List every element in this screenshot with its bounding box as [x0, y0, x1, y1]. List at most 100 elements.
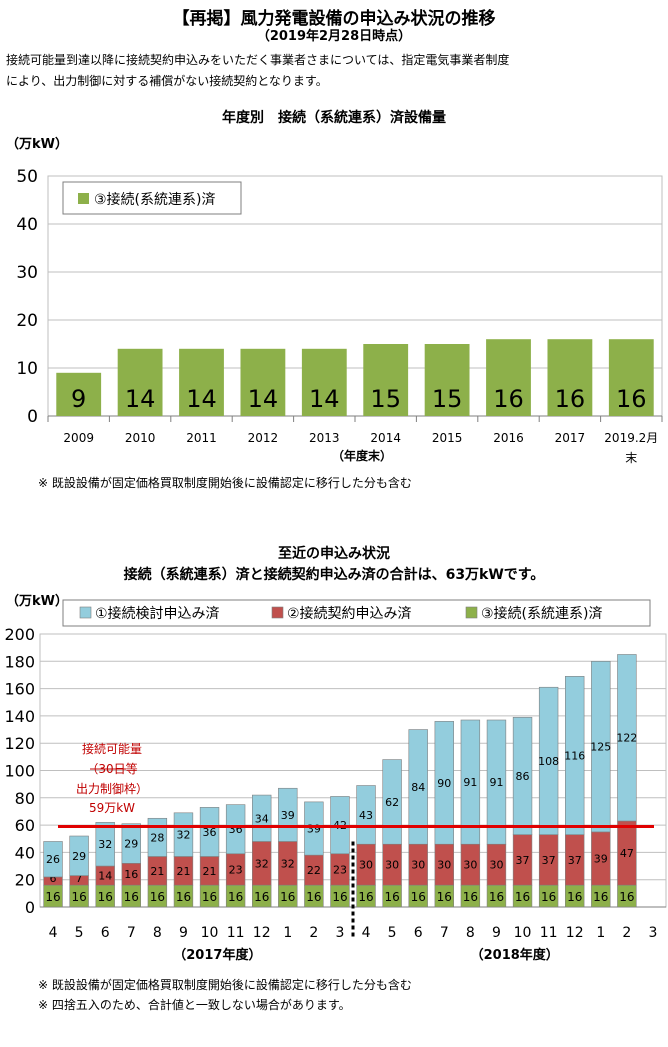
chart1-bar — [547, 339, 593, 416]
chart2-label-study: 108 — [538, 755, 559, 768]
chart2-x-tick-label: 11 — [227, 925, 245, 941]
chart2-x-tick-label: 10 — [514, 925, 532, 941]
chart1-bar — [486, 339, 531, 416]
chart2-label-contract: 21 — [150, 865, 164, 878]
chart2-y-tick-label: 120 — [4, 734, 35, 753]
chart2-label-connected: 16 — [541, 890, 556, 904]
chart1-bar — [56, 372, 102, 416]
chart2-x-tick-label: 8 — [466, 925, 475, 941]
chart1-data-label: 16 — [493, 385, 524, 413]
chart2-label-connected: 16 — [150, 890, 165, 904]
chart2-capacity-label: 接続可能量 — [82, 741, 142, 756]
chart2-label-study: 86 — [516, 770, 530, 783]
chart1-y-tick-label: 30 — [16, 263, 38, 283]
chart2-bar-study — [95, 822, 115, 867]
chart2-label-contract: 39 — [594, 853, 608, 866]
chart1-x-tick-label: 2012 — [248, 431, 279, 445]
chart2-subtitle: 接続（系統連系）済と接続契約申込み済の合計は、63万kWです。 — [123, 567, 545, 583]
chart2-label-connected: 16 — [384, 890, 399, 904]
chart2-bar-study — [434, 721, 454, 845]
chart2-label-contract: 30 — [411, 859, 425, 872]
chart2-x-tick-label: 2 — [622, 925, 631, 941]
chart2-label-connected: 16 — [437, 890, 452, 904]
chart2-label-study: 122 — [616, 732, 637, 745]
chart2-label-connected: 16 — [593, 890, 608, 904]
chart2-legend-label: ①接続検討申込み済 — [95, 605, 220, 622]
chart2-y-tick-label: 60 — [15, 816, 35, 835]
chart2-label-study: 29 — [124, 838, 138, 851]
chart2-label-study: 29 — [72, 850, 86, 863]
chart1-data-label: 16 — [555, 385, 586, 413]
chart2-x-tick-label: 2 — [309, 925, 318, 941]
chart1-data-label: 15 — [432, 385, 463, 413]
chart2-label-study: 34 — [255, 812, 269, 825]
chart1-bar — [179, 348, 224, 416]
chart2-label-contract: 37 — [542, 854, 556, 867]
chart2-y-tick-label: 80 — [15, 789, 35, 808]
chart2-bar-study — [356, 785, 376, 845]
chart1-x-tick-label-line2: 末 — [625, 451, 637, 465]
chart1-data-label: 16 — [616, 385, 647, 413]
chart2-label-study: 125 — [590, 741, 611, 754]
chart2-label-contract: 7 — [76, 872, 83, 885]
chart1-y-tick-label: 10 — [16, 359, 38, 379]
chart1-x-tick-label: 2010 — [125, 431, 156, 445]
chart2-label-connected: 16 — [306, 890, 321, 904]
chart1-bar — [240, 348, 286, 416]
chart2-x-tick-label: 3 — [648, 925, 657, 941]
chart1-x-tick-label: 2013 — [309, 431, 340, 445]
chart2-label-study: 26 — [46, 853, 60, 866]
chart1-y-tick-label: 0 — [27, 407, 38, 427]
chart2-label-contract: 6 — [50, 872, 57, 885]
chart2-label-contract: 22 — [307, 864, 321, 877]
chart2-label-connected: 16 — [228, 890, 243, 904]
chart2-bar-study — [408, 729, 428, 845]
chart1-data-label: 14 — [248, 385, 279, 413]
chart2-legend-swatch — [465, 606, 478, 619]
chart1-data-label: 14 — [186, 385, 217, 413]
chart2-y-tick-label: 160 — [4, 680, 35, 699]
chart2-label-contract: 47 — [620, 847, 634, 860]
chart2-x-tick-label: 10 — [201, 925, 219, 941]
chart2-label-contract: 16 — [124, 868, 138, 881]
chart2-legend-swatch — [79, 606, 92, 619]
chart2-x-tick-label: 5 — [388, 925, 397, 941]
chart2-label-study: 91 — [463, 776, 477, 789]
chart1-bar — [424, 344, 470, 416]
chart2-label-study: 36 — [203, 826, 217, 839]
chart2-y-tick-label: 100 — [4, 762, 35, 781]
chart2-label-connected: 16 — [98, 890, 113, 904]
chart2-label-contract: 23 — [229, 863, 243, 876]
chart2-label-contract: 37 — [516, 854, 530, 867]
chart2-label-connected: 16 — [489, 890, 504, 904]
chart1-legend-swatch — [78, 193, 89, 204]
chart2-bar-study — [69, 835, 89, 876]
chart2-label-study: 116 — [564, 749, 585, 762]
chart2-y-tick-label: 0 — [25, 898, 35, 917]
chart2-label-connected: 16 — [332, 890, 347, 904]
chart2-label-connected: 16 — [45, 890, 60, 904]
chart2-x-tick-label: 11 — [540, 925, 558, 941]
chart2-note-1: ※ 既設設備が固定価格買取制度開始後に設備認定に移行した分も含む — [38, 978, 412, 992]
chart2-label-contract: 14 — [98, 870, 112, 883]
chart2-label-study: 62 — [385, 796, 399, 809]
chart2-bar-study — [512, 716, 533, 835]
chart1-svg: 0 10 20 30 40 50 9 2009 14 2010 14 2011 14 2012 14 2013… — [16, 167, 663, 465]
chart1-bar — [363, 344, 409, 416]
chart2-label-study: 90 — [437, 777, 451, 790]
intro-text-line-2: により、出力制御に対する補償がない接続契約となります。 — [6, 74, 328, 88]
chart2-label-contract: 32 — [281, 857, 295, 870]
chart2-label-connected: 16 — [202, 890, 217, 904]
chart2-label-study: 32 — [176, 829, 190, 842]
chart1-legend-label: ③接続(系統連系)済 — [94, 191, 215, 208]
chart2-y-tick-label: 40 — [15, 843, 35, 862]
chart2-group-label: （2018年度） — [471, 947, 559, 963]
chart1-x-tick-label: 2015 — [432, 431, 463, 445]
chart2-label-connected: 16 — [280, 890, 295, 904]
chart2-y-tick-label: 20 — [15, 871, 35, 890]
chart1-data-label: 14 — [125, 385, 156, 413]
chart2-y-tick-label: 200 — [4, 625, 35, 644]
chart2-y-tick-label: 180 — [4, 652, 35, 671]
chart2-label-contract: 30 — [463, 859, 477, 872]
chart2-x-tick-label: 1 — [596, 925, 605, 941]
